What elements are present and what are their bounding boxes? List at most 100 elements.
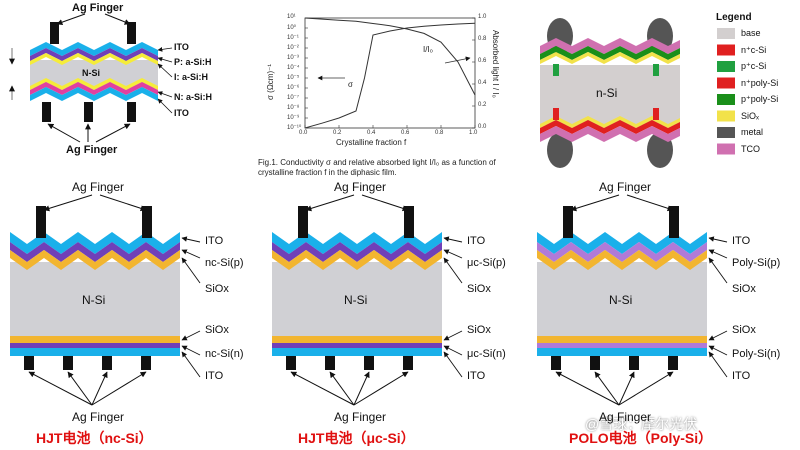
bottom-ag-finger-1 xyxy=(551,356,561,370)
top-siox-layer xyxy=(10,250,180,270)
legend-swatch xyxy=(717,143,735,155)
ag-finger-bottom-label: Ag Finger xyxy=(72,410,125,424)
arrow xyxy=(708,330,728,341)
arrow xyxy=(181,257,201,284)
layer-label-6: ITO xyxy=(467,370,486,382)
y-right-tick-label: 0.4 xyxy=(478,80,487,86)
top-ag-finger-2 xyxy=(669,206,679,238)
top-ito-layer xyxy=(537,232,707,254)
layer-label-5: Poly-Si(n) xyxy=(732,348,781,360)
arrow xyxy=(181,330,201,341)
y-left-tick-label: 10⁻² xyxy=(287,45,299,51)
arrow xyxy=(443,330,463,341)
base-label: N-Si xyxy=(82,293,106,307)
top-finger-2 xyxy=(127,22,136,44)
top-ag-finger-1 xyxy=(36,206,46,238)
sigma-series-line xyxy=(304,22,476,129)
layer-label-2: μc-Si(p) xyxy=(467,257,506,269)
i-layer-label: I: a-Si:H xyxy=(174,72,209,82)
legend-item-label: p⁺c-Si xyxy=(741,61,767,71)
arrow xyxy=(443,236,463,243)
base-label: N-Si xyxy=(344,293,368,307)
top-ag-finger-1 xyxy=(563,206,573,238)
arrow xyxy=(353,371,370,406)
arrow xyxy=(290,371,355,406)
layer-label-5: nc-Si(n) xyxy=(205,348,244,360)
bottom-cell-2 xyxy=(272,194,463,406)
y-right-tick-label: 0.8 xyxy=(478,36,487,42)
layer-label-4: SiOx xyxy=(732,324,756,336)
top-finger-1 xyxy=(50,22,59,44)
top-left-cell-diagram xyxy=(9,13,173,143)
chart-caption: Fig.1. Conductivity σ and relative absor… xyxy=(258,158,496,177)
arrow xyxy=(626,194,674,212)
arrow xyxy=(618,371,674,406)
arrow xyxy=(28,371,93,406)
cell-title: HJT电池（nc-Si） xyxy=(36,430,153,446)
bottom-doped-layer xyxy=(272,343,442,348)
top-doped-layer xyxy=(272,242,442,262)
ag-finger-bottom-label: Ag Finger xyxy=(66,144,118,156)
top-siox-layer xyxy=(272,250,442,270)
top-ito-layer xyxy=(10,232,180,254)
y-left-tick-label: 10⁻⁸ xyxy=(287,105,300,111)
sigma-series-label: σ xyxy=(348,80,353,89)
base-n-si xyxy=(10,262,180,336)
arrow xyxy=(618,371,635,406)
arrow xyxy=(305,194,355,212)
layer-label-4: SiOx xyxy=(205,324,229,336)
cell-title: POLO电池（Poly-Si） xyxy=(569,430,713,446)
layer-label-6: ITO xyxy=(732,370,751,382)
legend-item-label: metal xyxy=(741,127,764,137)
y-right-tick-label: 0.6 xyxy=(478,58,487,64)
y-left-tick-label: 10⁻¹⁰ xyxy=(287,125,302,131)
top-siox-layer xyxy=(537,250,707,270)
y-left-tick-label: 10⁻⁹ xyxy=(287,115,300,121)
bottom-siox-layer xyxy=(537,336,707,343)
x-tick-label: 0.0 xyxy=(299,130,308,136)
y-left-tick-label: 10⁻⁵ xyxy=(287,75,300,81)
bottom-ag-finger-2 xyxy=(63,356,73,370)
i-layer-top xyxy=(30,53,158,65)
bottom-doped-layer xyxy=(537,343,707,348)
y-left-tick-label: 10¹ xyxy=(287,14,296,20)
bottom-ito-layer xyxy=(30,87,158,101)
base-label: N-Si xyxy=(82,68,100,78)
top-ag-finger-1 xyxy=(298,206,308,238)
layer-label-1: ITO xyxy=(732,235,751,247)
legend-swatch xyxy=(717,28,735,39)
arrow xyxy=(361,194,409,212)
bottom-ag-finger-1 xyxy=(24,356,34,370)
legend-item-label: SiOₓ xyxy=(741,110,759,121)
y-left-tick-label: 10⁻¹ xyxy=(287,35,299,41)
chart-plot-area xyxy=(304,17,476,129)
layer-label-3: SiOx xyxy=(467,283,491,295)
bottom-cell-1 xyxy=(10,194,201,406)
ratio-series-label: I/I₀ xyxy=(423,45,433,54)
ito-top-label: ITO xyxy=(174,42,189,52)
chart-y-right-label: Absorbed light I / I₀ xyxy=(491,30,500,98)
y-right-tick-label: 1.0 xyxy=(478,14,487,20)
legend-swatch xyxy=(717,110,735,122)
bottom-finger-1 xyxy=(42,102,51,122)
ag-finger-top-label: Ag Finger xyxy=(599,180,652,194)
bottom-ag-finger-4 xyxy=(141,356,151,370)
arrow xyxy=(91,371,108,406)
conductivity-chart xyxy=(304,17,476,129)
legend-item-label: p⁺poly-Si xyxy=(741,94,779,104)
legend-swatch xyxy=(717,94,735,105)
top-right-cell-diagram xyxy=(540,18,735,168)
arrow xyxy=(443,345,463,356)
top-doped-layer xyxy=(10,242,180,262)
top-ag-finger-2 xyxy=(142,206,152,238)
chart-y-left-label: σ (Ωcm)⁻¹ xyxy=(266,63,275,100)
layer-label-2: Poly-Si(p) xyxy=(732,257,781,269)
x-tick-label: 0.2 xyxy=(333,130,342,136)
arrow xyxy=(708,249,728,259)
top-ito-layer xyxy=(30,42,158,56)
bottom-finger-2 xyxy=(84,102,93,122)
top-ag-finger-2 xyxy=(404,206,414,238)
x-tick-label: 0.4 xyxy=(367,130,376,136)
arrow xyxy=(594,371,620,406)
p-layer-label: P: a-Si:H xyxy=(174,57,212,67)
